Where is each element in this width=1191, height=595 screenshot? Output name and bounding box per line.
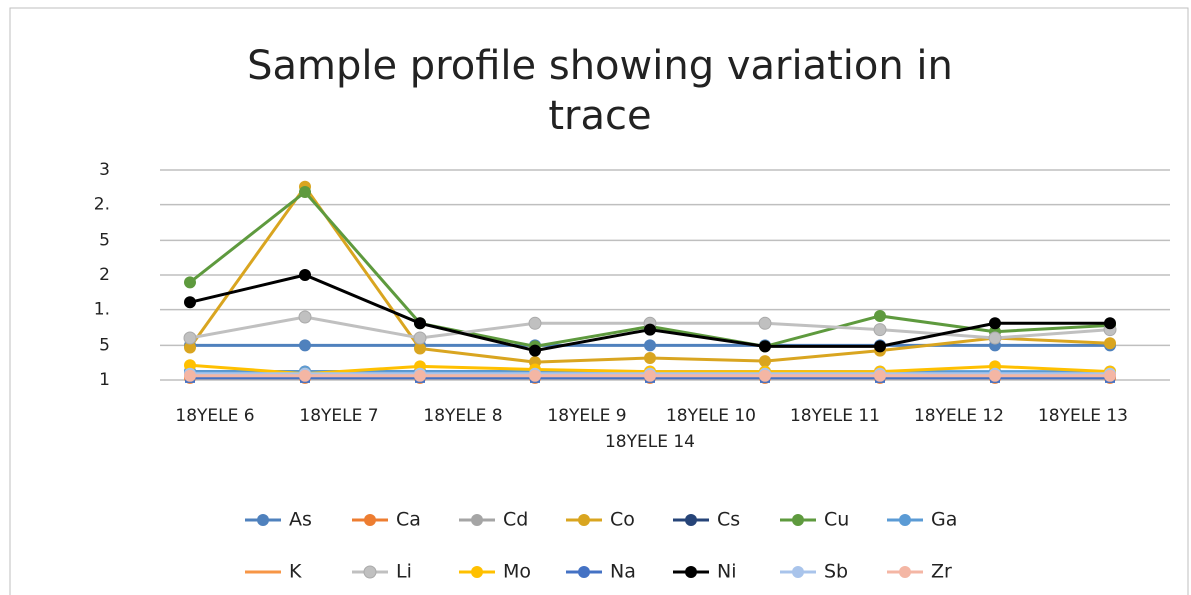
marker [183, 331, 197, 345]
chart-title: Sample profile showing variation in [247, 43, 953, 89]
legend-marker [363, 565, 377, 579]
marker [414, 369, 426, 382]
legend-marker [471, 514, 483, 526]
legend-label: Ni [717, 561, 737, 583]
marker [644, 323, 656, 336]
marker [414, 317, 426, 330]
marker [644, 351, 656, 364]
legend-label: Cs [717, 509, 740, 531]
legend-marker [792, 514, 804, 526]
y-tick-label: 1 [99, 370, 110, 390]
legend-marker [471, 566, 483, 578]
legend-label: Mo [503, 561, 531, 583]
marker [184, 276, 196, 289]
legend-marker [685, 514, 697, 526]
marker [988, 331, 1002, 345]
x-tick-label: 18YELE 7 [299, 406, 378, 426]
legend-marker [364, 514, 376, 526]
y-tick-label: 2 [99, 265, 110, 285]
marker [759, 369, 771, 382]
legend-marker [578, 514, 590, 526]
marker [644, 339, 656, 352]
y-tick-label: 1. [94, 300, 110, 320]
marker [874, 309, 886, 322]
legend-marker [792, 566, 804, 578]
x-tick-label: 18YELE 8 [423, 406, 502, 426]
marker [1104, 369, 1116, 382]
x-tick-label: 18YELE 13 [1038, 406, 1128, 426]
legend-label: As [289, 509, 312, 531]
marker [184, 359, 196, 372]
chart-frame [9, 7, 1189, 595]
marker [184, 296, 196, 309]
x-tick-label: 18YELE 6 [175, 406, 254, 426]
legend-label: Li [396, 561, 412, 583]
legend-label: Ga [931, 509, 957, 531]
marker [529, 369, 541, 382]
legend-marker [257, 514, 269, 526]
y-tick-label: 3 [99, 160, 110, 180]
legend-label: Zr [931, 561, 952, 583]
marker [299, 186, 311, 199]
chart-title: trace [548, 93, 651, 139]
legend-marker [578, 566, 590, 578]
marker [184, 369, 196, 382]
marker [644, 369, 656, 382]
marker [529, 344, 541, 357]
y-tick-label: 5 [99, 230, 110, 250]
y-tick-label: 2. [94, 195, 110, 215]
legend-label: Cu [824, 509, 849, 531]
marker [298, 310, 312, 324]
legend-label: Na [610, 561, 636, 583]
legend-label: K [289, 561, 302, 583]
x-tick-label: 18YELE 12 [914, 406, 1004, 426]
marker [184, 341, 196, 354]
legend-marker [685, 566, 697, 578]
x-tick-label: 18YELE 11 [790, 406, 880, 426]
marker [989, 317, 1001, 330]
legend-label: Sb [824, 561, 848, 583]
legend-marker [899, 566, 911, 578]
legend-marker [899, 514, 911, 526]
marker [528, 316, 542, 330]
marker [758, 316, 772, 330]
marker [873, 323, 887, 337]
marker [989, 369, 1001, 382]
marker [1104, 317, 1116, 330]
x-tick-label: 18YELE 10 [666, 406, 756, 426]
marker [874, 369, 886, 382]
marker [874, 340, 886, 353]
x-tick-label: 18YELE 9 [547, 406, 626, 426]
marker [414, 342, 426, 355]
marker [759, 355, 771, 368]
marker [299, 339, 311, 352]
marker [299, 369, 311, 382]
marker [299, 269, 311, 281]
y-tick-label: 5 [99, 335, 110, 355]
x-tick-label: 18YELE 14 [605, 432, 695, 452]
marker [759, 340, 771, 353]
legend-label: Co [610, 509, 635, 531]
marker [1104, 337, 1116, 350]
legend-label: Cd [503, 509, 528, 531]
legend-label: Ca [396, 509, 421, 531]
marker [413, 331, 427, 345]
